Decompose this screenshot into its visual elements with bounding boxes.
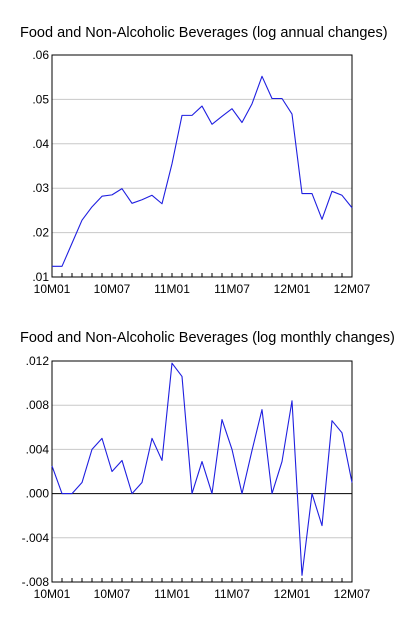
x-tick-label: 12M01: [274, 282, 311, 296]
plot-frame: [51, 54, 353, 278]
plot-frame: [51, 360, 353, 583]
y-tick-label: -.004: [22, 531, 50, 545]
y-tick-label: .06: [32, 48, 49, 62]
x-tick-label: 10M07: [94, 587, 131, 601]
series-line: [51, 362, 353, 576]
y-tick-label: -.008: [22, 575, 50, 589]
x-tick-label: 12M07: [334, 587, 371, 601]
x-tick-label: 11M01: [154, 587, 190, 601]
x-tick-label: 12M07: [334, 282, 371, 296]
y-tick-label: .04: [32, 137, 49, 151]
chart-title: Food and Non-Alcoholic Beverages (log an…: [20, 25, 388, 41]
y-tick-label: .008: [26, 398, 50, 412]
x-tick-label: 10M01: [34, 587, 71, 601]
series-line: [52, 75, 353, 267]
x-tick-label: 11M01: [154, 282, 190, 296]
y-tick-label: .01: [32, 270, 49, 284]
y-tick-label: .000: [26, 487, 50, 501]
x-tick-label: 12M01: [274, 587, 311, 601]
annual-changes-chart: Food and Non-Alcoholic Beverages (log an…: [20, 25, 388, 296]
x-tick-label: 11M07: [214, 587, 250, 601]
y-tick-label: .012: [26, 354, 50, 368]
y-tick-label: .03: [32, 181, 49, 195]
x-tick-label: 10M07: [94, 282, 131, 296]
monthly-changes-chart: Food and Non-Alcoholic Beverages (log mo…: [20, 330, 395, 601]
x-tick-label: 10M01: [34, 282, 71, 296]
x-tick-label: 11M07: [214, 282, 250, 296]
y-tick-label: .02: [32, 226, 49, 240]
chart-title: Food and Non-Alcoholic Beverages (log mo…: [20, 330, 395, 346]
y-tick-label: .05: [32, 92, 49, 106]
y-tick-label: .004: [26, 442, 50, 456]
